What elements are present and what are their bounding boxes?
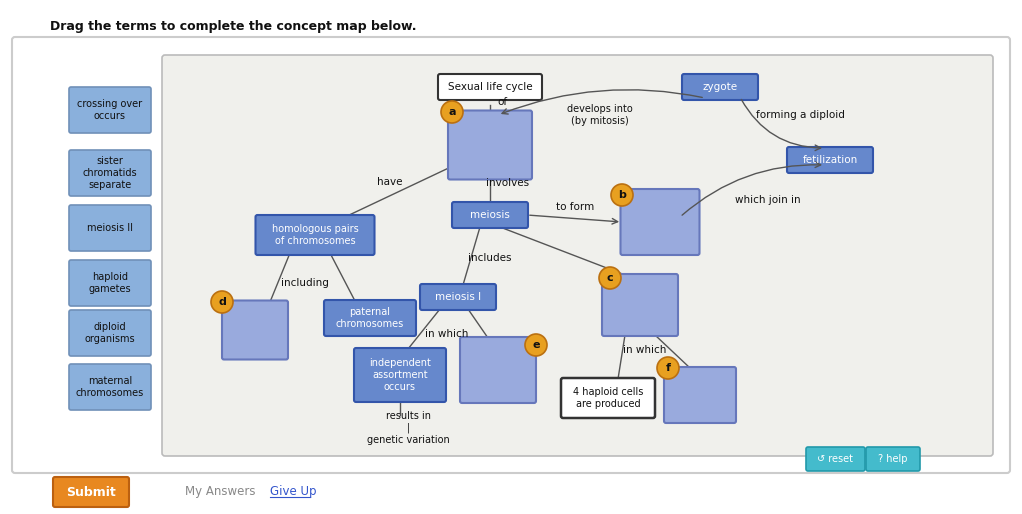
FancyBboxPatch shape xyxy=(12,37,1010,473)
Text: diploid
organisms: diploid organisms xyxy=(85,322,135,344)
FancyBboxPatch shape xyxy=(69,87,151,133)
Text: in which: in which xyxy=(623,345,666,355)
FancyBboxPatch shape xyxy=(664,367,736,423)
Circle shape xyxy=(442,101,463,123)
FancyBboxPatch shape xyxy=(69,260,151,306)
Text: haploid
gametes: haploid gametes xyxy=(89,272,131,294)
Text: Sexual life cycle: Sexual life cycle xyxy=(448,82,532,92)
FancyBboxPatch shape xyxy=(866,447,920,471)
Text: crossing over
occurs: crossing over occurs xyxy=(78,99,142,121)
Text: paternal
chromosomes: paternal chromosomes xyxy=(336,307,404,329)
Text: 4 haploid cells
are produced: 4 haploid cells are produced xyxy=(572,387,643,409)
FancyBboxPatch shape xyxy=(620,189,699,255)
Circle shape xyxy=(611,184,633,206)
Text: of: of xyxy=(497,97,507,107)
Text: Drag the terms to complete the concept map below.: Drag the terms to complete the concept m… xyxy=(50,20,417,33)
FancyBboxPatch shape xyxy=(53,477,129,507)
Text: which join in: which join in xyxy=(735,195,801,205)
Text: b: b xyxy=(618,190,625,200)
FancyBboxPatch shape xyxy=(438,74,542,100)
Text: meiosis II: meiosis II xyxy=(87,223,133,233)
FancyBboxPatch shape xyxy=(69,150,151,196)
Text: a: a xyxy=(449,107,456,117)
FancyBboxPatch shape xyxy=(69,310,151,356)
Text: ↺ reset: ↺ reset xyxy=(817,454,853,464)
FancyBboxPatch shape xyxy=(420,284,496,310)
Text: d: d xyxy=(218,297,226,307)
Text: zygote: zygote xyxy=(702,82,738,92)
Text: maternal
chromosomes: maternal chromosomes xyxy=(76,376,144,398)
Text: including: including xyxy=(281,278,329,288)
Text: in which: in which xyxy=(425,329,469,339)
Text: c: c xyxy=(607,273,613,283)
FancyBboxPatch shape xyxy=(222,301,288,359)
Text: have: have xyxy=(377,177,403,187)
Text: f: f xyxy=(665,363,670,373)
FancyBboxPatch shape xyxy=(602,274,678,336)
Text: My Answers: My Answers xyxy=(185,486,256,499)
FancyBboxPatch shape xyxy=(69,205,151,251)
FancyBboxPatch shape xyxy=(69,364,151,410)
FancyBboxPatch shape xyxy=(256,215,374,255)
FancyBboxPatch shape xyxy=(162,55,993,456)
Text: meiosis: meiosis xyxy=(470,210,510,220)
Text: develops into
(by mitosis): develops into (by mitosis) xyxy=(567,104,633,126)
Text: meiosis I: meiosis I xyxy=(435,292,481,302)
FancyBboxPatch shape xyxy=(448,111,532,179)
Text: involves: involves xyxy=(486,178,529,188)
Text: sister
chromatids
separate: sister chromatids separate xyxy=(83,156,137,190)
Text: independent
assortment
occurs: independent assortment occurs xyxy=(369,358,431,392)
Text: to form: to form xyxy=(556,202,594,212)
Circle shape xyxy=(657,357,679,379)
Text: Submit: Submit xyxy=(66,486,115,499)
Text: ? help: ? help xyxy=(878,454,908,464)
FancyBboxPatch shape xyxy=(787,147,873,173)
FancyBboxPatch shape xyxy=(452,202,528,228)
FancyBboxPatch shape xyxy=(806,447,865,471)
Text: homologous pairs
of chromosomes: homologous pairs of chromosomes xyxy=(272,224,359,246)
FancyBboxPatch shape xyxy=(682,74,758,100)
FancyBboxPatch shape xyxy=(354,348,446,402)
Text: includes: includes xyxy=(468,253,512,263)
Text: e: e xyxy=(532,340,540,350)
Text: results in
|
genetic variation: results in | genetic variation xyxy=(367,411,450,445)
Text: fetilization: fetilization xyxy=(802,155,857,165)
FancyBboxPatch shape xyxy=(460,337,536,403)
Circle shape xyxy=(525,334,547,356)
Text: Give Up: Give Up xyxy=(270,486,317,499)
Circle shape xyxy=(211,291,233,313)
Text: forming a diploid: forming a diploid xyxy=(755,110,844,120)
FancyBboxPatch shape xyxy=(561,378,655,418)
Circle shape xyxy=(599,267,621,289)
FancyBboxPatch shape xyxy=(324,300,416,336)
